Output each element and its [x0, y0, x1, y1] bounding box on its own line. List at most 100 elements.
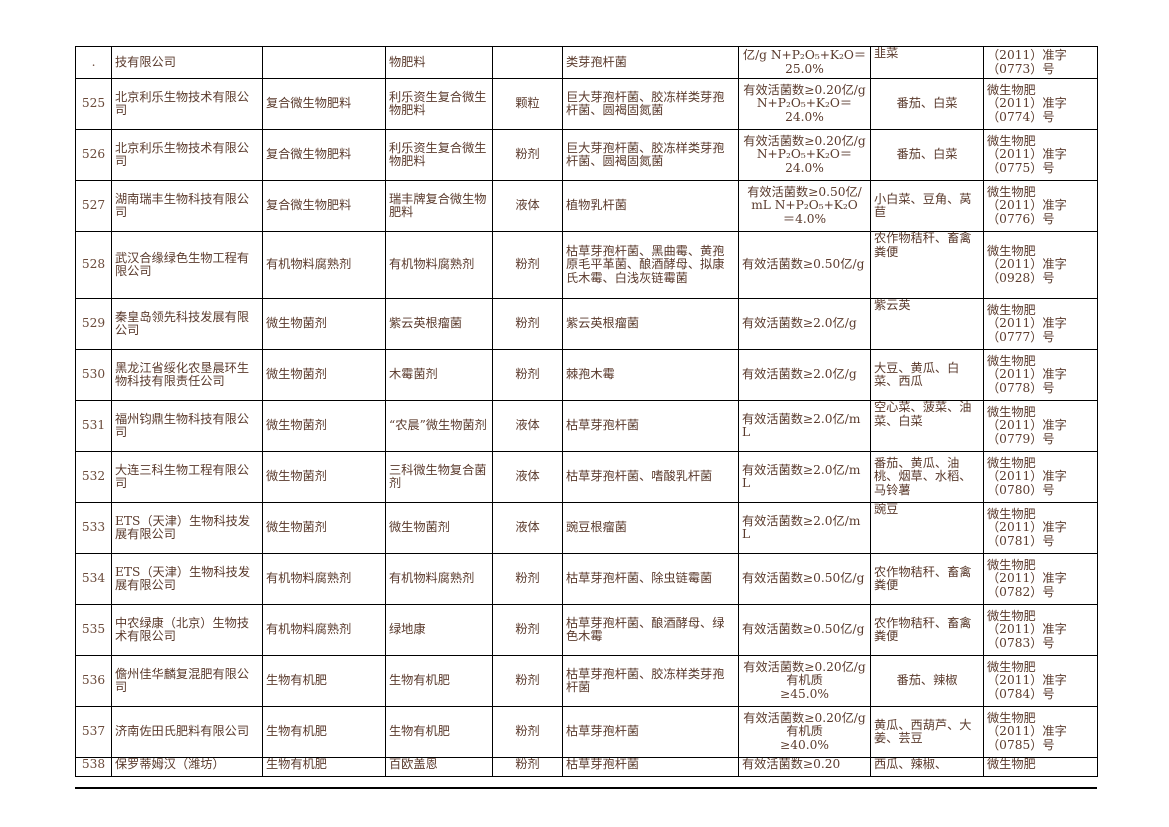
registration-number: 微生物肥 （2011）准字 （0775）号	[983, 129, 1098, 181]
applicable-crops: 番茄、白菜	[870, 129, 984, 181]
technical-indicator: 亿/g N+P₂O₅+K₂O＝ 25.0%	[738, 46, 871, 79]
product-name: 利乐资生复合微生物肥料	[385, 129, 493, 181]
technical-indicator: 有效活菌数≥0.50亿/g	[738, 231, 871, 299]
row-number: 528	[75, 231, 112, 299]
registration-number: 微生物肥 （2011）准字 （0777）号	[983, 298, 1098, 350]
table-row: 528 武汉合缘绿色生物工程有限公司 有机物料腐熟剂 有机物料腐熟剂 粉剂 枯草芽孢杆菌、…	[75, 231, 1098, 299]
company-name: 保罗蒂姆汉（潍坊）	[111, 757, 263, 777]
row-number: 525	[75, 78, 112, 130]
product-name: 三科微生物复合菌剂	[385, 451, 493, 503]
applicable-crops: 空心菜、菠菜、油菜、白菜	[870, 400, 984, 452]
registration-number: 微生物肥 （2011）准字 （0774）号	[983, 78, 1098, 130]
technical-indicator: 有效活菌数≥0.20	[738, 757, 871, 777]
registration-number: 微生物肥 （2011）准字 （0776）号	[983, 180, 1098, 232]
applicable-crops: 大豆、黄瓜、白菜、西瓜	[870, 349, 984, 401]
table-row: 536 儋州佳华麟复混肥有限公司 生物有机肥 生物有机肥 粉剂 枯草芽孢杆菌、胶冻样类芽孢…	[75, 655, 1098, 707]
row-number: 537	[75, 706, 112, 758]
product-category: 生物有机肥	[262, 757, 386, 777]
row-number: 530	[75, 349, 112, 401]
product-name: 百欧盖恩	[385, 757, 493, 777]
registration-number: （2011）准字 （0773）号	[983, 46, 1098, 79]
strain-list: 巨大芽孢杆菌、胶冻样类芽孢杆菌、圆褐固氮菌	[562, 78, 739, 130]
product-form	[492, 46, 563, 79]
table-row: 533 ETS（天津）生物科技发展有限公司 微生物菌剂 微生物菌剂 液体 豌豆根瘤菌 有效活…	[75, 502, 1098, 554]
strain-list: 枯草芽孢杆菌、酿酒酵母、绿色木霉	[562, 604, 739, 656]
company-name: 黑龙江省绥化农垦晨环生物科技有限责任公司	[111, 349, 263, 401]
technical-indicator: 有效活菌数≥0.20亿/g有机质 ≥40.0%	[738, 706, 871, 758]
row-number: 532	[75, 451, 112, 503]
row-number: 527	[75, 180, 112, 232]
company-name: ETS（天津）生物科技发展有限公司	[111, 502, 263, 554]
company-name: 武汉合缘绿色生物工程有限公司	[111, 231, 263, 299]
registration-number: 微生物肥 （2011）准字 （0781）号	[983, 502, 1098, 554]
applicable-crops: 西瓜、辣椒、	[870, 757, 984, 777]
table-row: 526 北京利乐生物技术有限公司 复合微生物肥料 利乐资生复合微生物肥料 粉剂 巨大芽孢杆…	[75, 129, 1098, 181]
registration-number: 微生物肥 （2011）准字 （0782）号	[983, 553, 1098, 605]
row-number: 526	[75, 129, 112, 181]
strain-list: 枯草芽孢杆菌	[562, 706, 739, 758]
applicable-crops: 番茄、黄瓜、油桃、烟草、水稻、马铃薯	[870, 451, 984, 503]
applicable-crops: 农作物秸秆、畜禽粪便	[870, 553, 984, 605]
company-name: 技有限公司	[111, 46, 263, 79]
table-row: 535 中农绿康（北京）生物技术有限公司 有机物料腐熟剂 绿地康 粉剂 枯草芽孢杆菌、酿酒…	[75, 604, 1098, 656]
product-form: 粉剂	[492, 553, 563, 605]
company-name: 秦皇岛领先科技发展有限公司	[111, 298, 263, 350]
table-row: 525 北京利乐生物技术有限公司 复合微生物肥料 利乐资生复合微生物肥料 颗粒 巨大芽孢杆…	[75, 78, 1098, 130]
technical-indicator: 有效活菌数≥0.20亿/g有机质 ≥45.0%	[738, 655, 871, 707]
row-number: 535	[75, 604, 112, 656]
row-number: 533	[75, 502, 112, 554]
strain-list: 紫云英根瘤菌	[562, 298, 739, 350]
company-name: 福州钧鼎生物科技有限公司	[111, 400, 263, 452]
product-name: 生物有机肥	[385, 706, 493, 758]
registration-number: 微生物肥 （2011）准字 （0785）号	[983, 706, 1098, 758]
table-row: 534 ETS（天津）生物科技发展有限公司 有机物料腐熟剂 有机物料腐熟剂 粉剂 枯草芽孢…	[75, 553, 1098, 605]
product-category: 微生物菌剂	[262, 502, 386, 554]
registration-number: 微生物肥 （2011）准字 （0783）号	[983, 604, 1098, 656]
product-name: 生物有机肥	[385, 655, 493, 707]
product-form: 粉剂	[492, 231, 563, 299]
applicable-crops: 小白菜、豆角、莴苣	[870, 180, 984, 232]
technical-indicator: 有效活菌数≥2.0亿/g	[738, 298, 871, 350]
table-row: 537 济南佐田氏肥料有限公司 生物有机肥 生物有机肥 粉剂 枯草芽孢杆菌 有效活菌数≥0.…	[75, 706, 1098, 758]
registration-number: 微生物肥 （2011）准字 （0779）号	[983, 400, 1098, 452]
strain-list: 枯草芽孢杆菌、嗜酸乳杆菌	[562, 451, 739, 503]
product-name: 微生物菌剂	[385, 502, 493, 554]
table-row: 530 黑龙江省绥化农垦晨环生物科技有限责任公司 微生物菌剂 木霉菌剂 粉剂 棘孢木霉 有效…	[75, 349, 1098, 401]
company-name: 大连三科生物工程有限公司	[111, 451, 263, 503]
product-name: 紫云英根瘤菌	[385, 298, 493, 350]
product-name: “农晨”微生物菌剂	[385, 400, 493, 452]
technical-indicator: 有效活菌数≥0.50亿/mL N+P₂O₅+K₂O ＝4.0%	[738, 180, 871, 232]
product-form: 粉剂	[492, 706, 563, 758]
row-number: 536	[75, 655, 112, 707]
technical-indicator: 有效活菌数≥0.20亿/g N+P₂O₅+K₂O＝ 24.0%	[738, 78, 871, 130]
product-category: 有机物料腐熟剂	[262, 231, 386, 299]
strain-list: 枯草芽孢杆菌、胶冻样类芽孢杆菌	[562, 655, 739, 707]
registration-number: 微生物肥 （2011）准字 （0928）号	[983, 231, 1098, 299]
applicable-crops: 紫云英	[870, 298, 984, 350]
product-form: 粉剂	[492, 298, 563, 350]
technical-indicator: 有效活菌数≥2.0亿/mL	[738, 451, 871, 503]
product-category: 复合微生物肥料	[262, 78, 386, 130]
registration-number: 微生物肥	[983, 757, 1098, 777]
product-category: 复合微生物肥料	[262, 180, 386, 232]
table-row: 527 湖南瑞丰生物科技有限公司 复合微生物肥料 瑞丰牌复合微生物肥料 液体 植物乳杆菌有…	[75, 180, 1098, 232]
technical-indicator: 有效活菌数≥2.0亿/g	[738, 349, 871, 401]
product-category: 生物有机肥	[262, 706, 386, 758]
product-name: 有机物料腐熟剂	[385, 231, 493, 299]
strain-list: 枯草芽孢杆菌	[562, 757, 739, 777]
table-body: . 技有限公司 物肥料 类芽孢杆菌 亿/g N+P₂O₅+K₂O＝ 25.0% 韭菜 （20…	[75, 46, 1098, 777]
company-name: 中农绿康（北京）生物技术有限公司	[111, 604, 263, 656]
product-category: 生物有机肥	[262, 655, 386, 707]
product-form: 粉剂	[492, 349, 563, 401]
strain-list: 植物乳杆菌	[562, 180, 739, 232]
product-category: 有机物料腐熟剂	[262, 604, 386, 656]
registration-number: 微生物肥 （2011）准字 （0784）号	[983, 655, 1098, 707]
product-category	[262, 46, 386, 79]
table-row: . 技有限公司 物肥料 类芽孢杆菌 亿/g N+P₂O₅+K₂O＝ 25.0% 韭菜 （20…	[75, 46, 1098, 79]
strain-list: 枯草芽孢杆菌、除虫链霉菌	[562, 553, 739, 605]
technical-indicator: 有效活菌数≥0.20亿/g N+P₂O₅+K₂O＝ 24.0%	[738, 129, 871, 181]
product-form: 粉剂	[492, 757, 563, 777]
technical-indicator: 有效活菌数≥2.0亿/mL	[738, 400, 871, 452]
product-name: 绿地康	[385, 604, 493, 656]
product-form: 液体	[492, 180, 563, 232]
